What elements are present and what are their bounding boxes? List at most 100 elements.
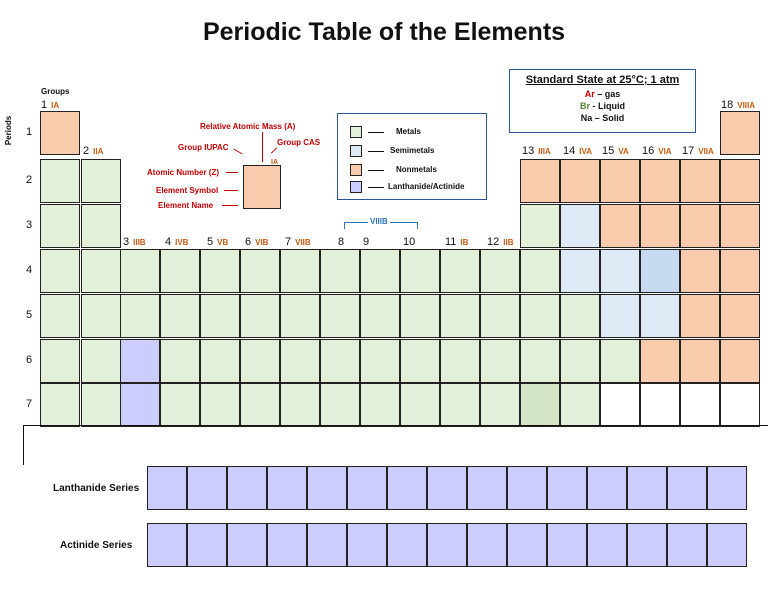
element-cell[interactable] xyxy=(400,383,440,427)
element-cell[interactable] xyxy=(280,383,320,427)
element-cell[interactable] xyxy=(680,339,720,383)
element-cell[interactable] xyxy=(81,249,121,293)
element-cell[interactable] xyxy=(600,294,640,338)
series-element-cell[interactable] xyxy=(347,466,387,510)
element-cell[interactable] xyxy=(520,383,560,427)
element-cell[interactable] xyxy=(240,249,280,293)
element-cell[interactable] xyxy=(600,383,640,427)
element-cell[interactable] xyxy=(40,339,80,383)
element-cell[interactable] xyxy=(200,339,240,383)
element-cell[interactable] xyxy=(200,249,240,293)
series-element-cell[interactable] xyxy=(347,523,387,567)
element-cell[interactable] xyxy=(480,294,520,338)
element-cell[interactable] xyxy=(280,249,320,293)
element-cell[interactable] xyxy=(520,249,560,293)
element-cell[interactable] xyxy=(160,339,200,383)
series-element-cell[interactable] xyxy=(427,466,467,510)
element-cell[interactable] xyxy=(600,159,640,203)
element-cell[interactable] xyxy=(360,339,400,383)
series-element-cell[interactable] xyxy=(267,466,307,510)
series-element-cell[interactable] xyxy=(147,466,187,510)
series-element-cell[interactable] xyxy=(387,523,427,567)
element-cell[interactable] xyxy=(480,383,520,427)
element-cell[interactable] xyxy=(680,159,720,203)
element-cell[interactable] xyxy=(120,339,160,383)
element-cell[interactable] xyxy=(160,383,200,427)
element-cell[interactable] xyxy=(640,159,680,203)
element-cell[interactable] xyxy=(200,383,240,427)
element-cell[interactable] xyxy=(160,249,200,293)
element-cell[interactable] xyxy=(120,249,160,293)
series-element-cell[interactable] xyxy=(267,523,307,567)
element-cell[interactable] xyxy=(400,249,440,293)
element-cell[interactable] xyxy=(720,111,760,155)
element-cell[interactable] xyxy=(440,294,480,338)
series-element-cell[interactable] xyxy=(467,466,507,510)
element-cell[interactable] xyxy=(320,383,360,427)
series-element-cell[interactable] xyxy=(707,466,747,510)
element-cell[interactable] xyxy=(560,383,600,427)
element-cell[interactable] xyxy=(680,249,720,293)
element-cell[interactable] xyxy=(400,294,440,338)
element-cell[interactable] xyxy=(720,249,760,293)
element-cell[interactable] xyxy=(720,339,760,383)
element-cell[interactable] xyxy=(440,249,480,293)
element-cell[interactable] xyxy=(120,383,160,427)
element-cell[interactable] xyxy=(120,294,160,338)
element-cell[interactable] xyxy=(480,339,520,383)
series-element-cell[interactable] xyxy=(187,466,227,510)
element-cell[interactable] xyxy=(600,249,640,293)
element-cell[interactable] xyxy=(720,294,760,338)
element-cell[interactable] xyxy=(560,159,600,203)
element-cell[interactable] xyxy=(720,383,760,427)
element-cell[interactable] xyxy=(240,339,280,383)
element-cell[interactable] xyxy=(320,294,360,338)
element-cell[interactable] xyxy=(560,339,600,383)
element-cell[interactable] xyxy=(720,159,760,203)
element-cell[interactable] xyxy=(440,339,480,383)
element-cell[interactable] xyxy=(400,339,440,383)
element-cell[interactable] xyxy=(560,249,600,293)
element-cell[interactable] xyxy=(40,383,80,427)
element-cell[interactable] xyxy=(40,159,80,203)
series-element-cell[interactable] xyxy=(467,523,507,567)
element-cell[interactable] xyxy=(81,294,121,338)
element-cell[interactable] xyxy=(560,294,600,338)
element-cell[interactable] xyxy=(240,294,280,338)
series-element-cell[interactable] xyxy=(387,466,427,510)
element-cell[interactable] xyxy=(520,204,560,248)
series-element-cell[interactable] xyxy=(547,523,587,567)
element-cell[interactable] xyxy=(480,249,520,293)
element-cell[interactable] xyxy=(640,204,680,248)
element-cell[interactable] xyxy=(81,204,121,248)
series-element-cell[interactable] xyxy=(227,466,267,510)
element-cell[interactable] xyxy=(81,383,121,427)
element-cell[interactable] xyxy=(360,249,400,293)
element-cell[interactable] xyxy=(520,339,560,383)
element-cell[interactable] xyxy=(600,204,640,248)
element-cell[interactable] xyxy=(81,339,121,383)
element-cell[interactable] xyxy=(640,294,680,338)
element-cell[interactable] xyxy=(560,204,600,248)
element-cell[interactable] xyxy=(320,249,360,293)
element-cell[interactable] xyxy=(160,294,200,338)
element-cell[interactable] xyxy=(440,383,480,427)
element-cell[interactable] xyxy=(200,294,240,338)
element-cell[interactable] xyxy=(640,339,680,383)
element-cell[interactable] xyxy=(640,249,680,293)
series-element-cell[interactable] xyxy=(187,523,227,567)
series-element-cell[interactable] xyxy=(307,466,347,510)
series-element-cell[interactable] xyxy=(307,523,347,567)
element-cell[interactable] xyxy=(240,383,280,427)
element-cell[interactable] xyxy=(520,294,560,338)
series-element-cell[interactable] xyxy=(707,523,747,567)
element-cell[interactable] xyxy=(40,111,80,155)
element-cell[interactable] xyxy=(81,159,121,203)
element-cell[interactable] xyxy=(680,294,720,338)
series-element-cell[interactable] xyxy=(227,523,267,567)
element-cell[interactable] xyxy=(520,159,560,203)
series-element-cell[interactable] xyxy=(667,466,707,510)
element-cell[interactable] xyxy=(40,249,80,293)
element-cell[interactable] xyxy=(600,339,640,383)
element-cell[interactable] xyxy=(40,204,80,248)
